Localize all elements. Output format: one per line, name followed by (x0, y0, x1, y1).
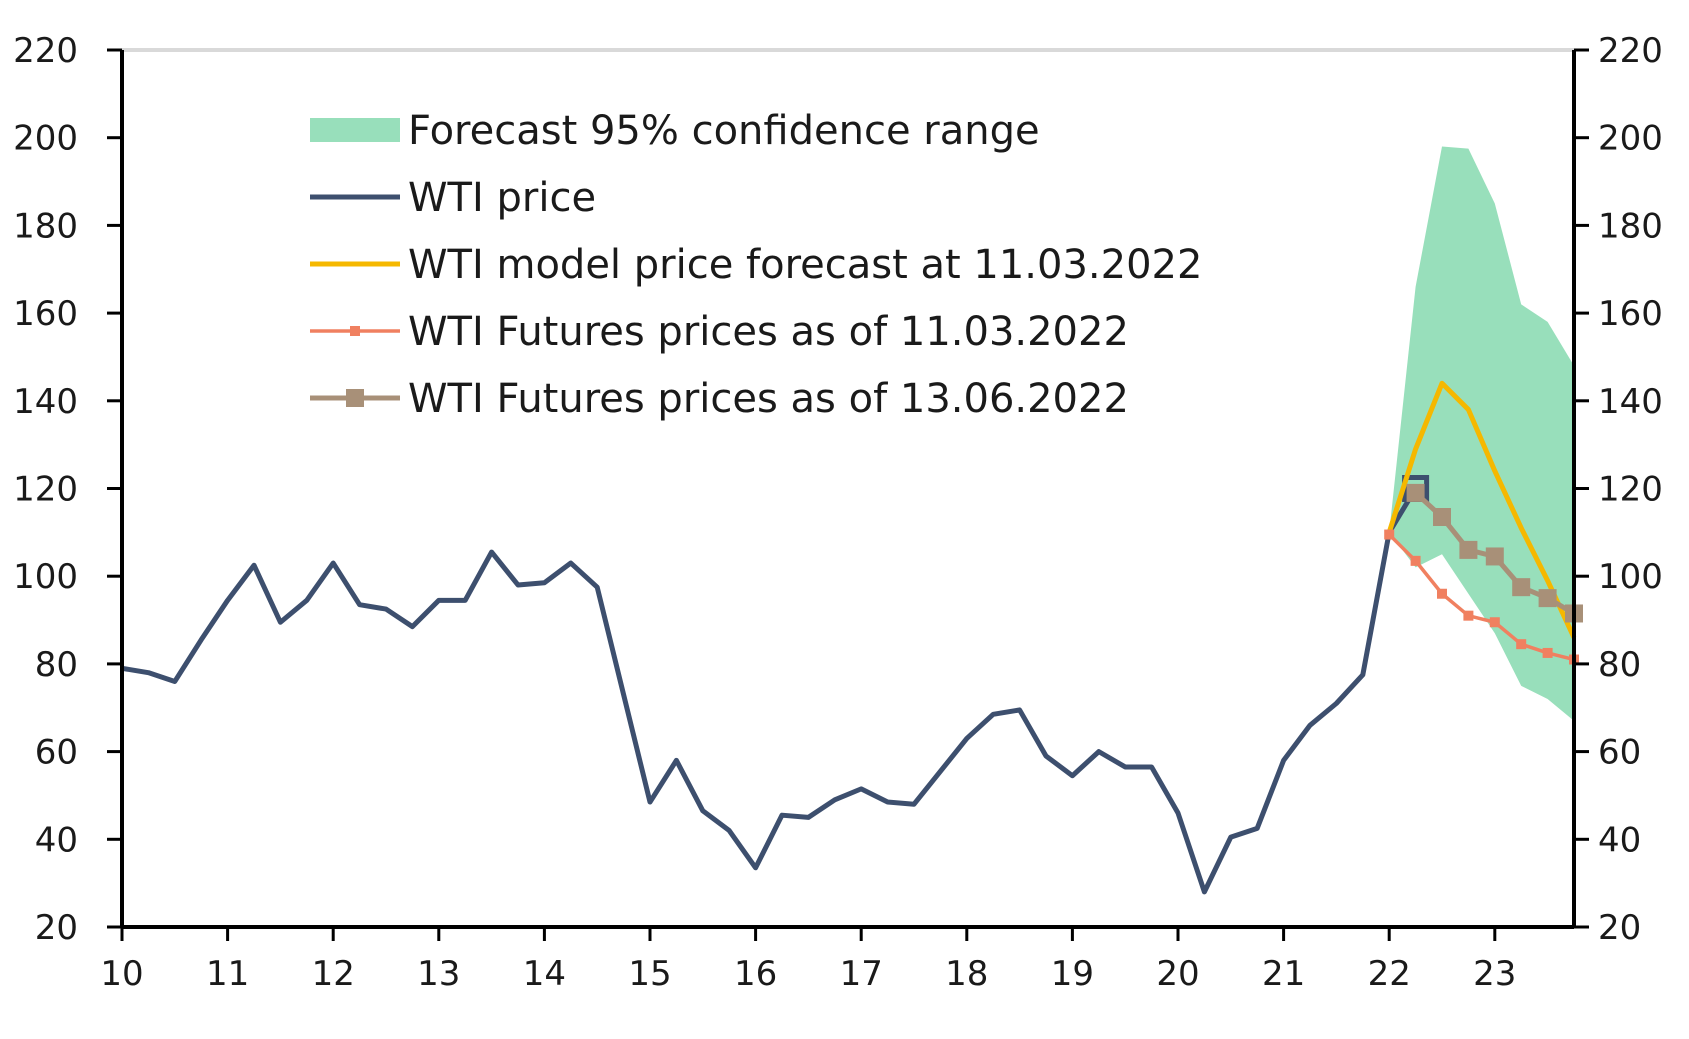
left-y-tick-label: 180 (13, 206, 78, 246)
series-layer (121, 380, 1583, 895)
futures-1103-point (1516, 639, 1527, 650)
left-y-tick-label: 80 (35, 645, 78, 685)
left-y-tick-label: 120 (13, 470, 78, 510)
futures-1103-point (1542, 647, 1553, 658)
right-y-tick-label: 140 (1598, 382, 1663, 422)
confidence-band-layer (1389, 146, 1574, 721)
legend: Forecast 95% confidence range WTI price WT… (310, 108, 1202, 422)
x-tick-label: 10 (100, 954, 143, 994)
right-y-tick-label: 180 (1598, 206, 1663, 246)
legend-swatch-marker (346, 389, 364, 407)
right-y-tick-label: 20 (1598, 908, 1641, 948)
futures-1306-point (1406, 483, 1425, 502)
left-y-tick-label: 140 (13, 382, 78, 422)
legend-swatch-area (310, 118, 400, 142)
wti-price-line (121, 487, 1418, 895)
model-forecast-line (1386, 380, 1577, 639)
x-tick-label: 14 (523, 954, 566, 994)
futures-1103-point (1384, 529, 1395, 540)
right-y-tick-label: 200 (1598, 119, 1663, 159)
left-y-tick-label: 160 (13, 294, 78, 334)
futures-1306-point (1459, 540, 1478, 559)
legend-item-band: Forecast 95% confidence range (310, 108, 1040, 154)
legend-item-model: WTI model price forecast at 11.03.2022 (310, 242, 1202, 288)
futures-1103-point (1437, 588, 1447, 599)
futures-1306-point (1485, 547, 1504, 566)
x-tick-label: 19 (1051, 954, 1094, 994)
x-tick-label: 22 (1368, 954, 1411, 994)
x-tick-label: 11 (206, 954, 249, 994)
futures-1103-point (1489, 617, 1500, 628)
confidence-band-area (1389, 146, 1574, 721)
right-y-tick-label: 120 (1598, 470, 1663, 510)
futures-1306-point (1512, 578, 1531, 597)
legend-label: WTI Futures prices as of 13.06.2022 (408, 376, 1129, 422)
left-y-tick-label: 20 (35, 908, 78, 948)
left-y-tick-label: 200 (13, 119, 78, 159)
right-y-tick-label: 220 (1598, 31, 1663, 71)
x-tick-label: 23 (1473, 954, 1516, 994)
futures-1306-point (1433, 508, 1451, 527)
legend-item-fut2: WTI Futures prices as of 13.06.2022 (310, 376, 1129, 422)
right-y-tick-label: 100 (1598, 557, 1663, 597)
left-y-tick-label: 220 (13, 31, 78, 71)
x-tick-label: 20 (1156, 954, 1199, 994)
right-y-tick-label: 40 (1598, 820, 1641, 860)
legend-label: WTI Futures prices as of 11.03.2022 (408, 309, 1129, 355)
x-tick-label: 17 (840, 954, 883, 994)
left-y-tick-label: 60 (35, 733, 78, 773)
legend-swatch-marker (350, 326, 360, 336)
futures-1306-point (1538, 589, 1557, 608)
futures-1103-point (1410, 555, 1421, 566)
legend-item-wti: WTI price (310, 175, 596, 221)
legend-label: Forecast 95% confidence range (408, 108, 1040, 154)
x-tick-label: 16 (734, 954, 777, 994)
legend-label: WTI model price forecast at 11.03.2022 (408, 242, 1202, 288)
futures-1103-point (1463, 610, 1474, 621)
x-tick-label: 12 (312, 954, 355, 994)
right-y-tick-label: 160 (1598, 294, 1663, 334)
axis-layer: 20 20 40 40 60 60 80 80 100 100 120 120 140 140 160 160… (13, 31, 1663, 994)
x-tick-label: 15 (628, 954, 671, 994)
x-tick-label: 18 (945, 954, 988, 994)
right-y-tick-label: 80 (1598, 645, 1641, 685)
left-y-tick-label: 100 (13, 557, 78, 597)
x-tick-label: 21 (1262, 954, 1305, 994)
x-tick-label: 13 (417, 954, 460, 994)
legend-label: WTI price (408, 175, 596, 221)
legend-item-fut1: WTI Futures prices as of 11.03.2022 (310, 309, 1129, 355)
right-y-tick-label: 60 (1598, 733, 1641, 773)
left-y-tick-label: 40 (35, 820, 78, 860)
